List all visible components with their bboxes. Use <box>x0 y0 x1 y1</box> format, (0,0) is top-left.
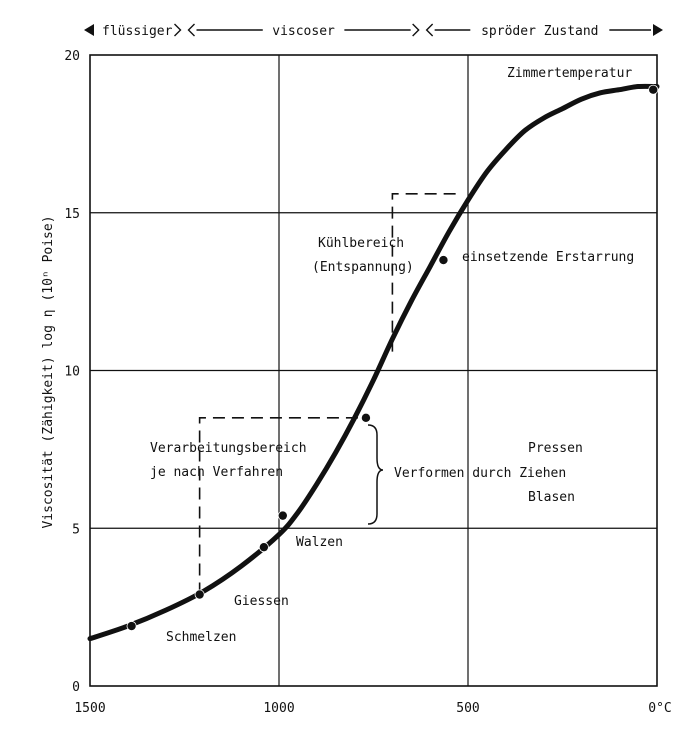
range-dashes <box>198 193 457 595</box>
state-label: viscoser <box>272 24 335 39</box>
plot-border <box>89 54 658 687</box>
y-tick-label: 20 <box>64 49 80 64</box>
state-separator <box>412 23 420 37</box>
y-tick-label: 15 <box>64 207 80 222</box>
annotation-pressen: Pressen <box>528 441 583 456</box>
y-tick-labels: 0 5 10 15 20 <box>64 49 80 695</box>
state-separator <box>425 23 434 37</box>
y-axis-label: Viscosität (Zähigkeit) log η (10ⁿ Poise) <box>41 215 56 528</box>
curve-marker <box>127 621 136 631</box>
annotation-zimmertemperatur: Zimmertemperatur <box>507 66 632 81</box>
state-separator <box>174 23 182 37</box>
y-tick-label: 5 <box>72 522 80 537</box>
annotation-blasen: Blasen <box>528 490 575 505</box>
x-tick-labels: 1500 1000 500 0°C <box>74 701 671 716</box>
curve-marker <box>361 413 371 423</box>
state-arrows: flüssiger viscoser spröder Zustand <box>84 23 663 39</box>
state-separator <box>187 23 195 37</box>
state-label: spröder Zustand <box>481 24 598 39</box>
state-label: flüssiger <box>102 24 173 39</box>
x-tick-label: 500 <box>456 701 479 716</box>
state-arrowhead-right <box>653 24 663 36</box>
kuehlbereich-range <box>391 193 457 352</box>
y-tick-label: 10 <box>64 365 80 380</box>
verformen-brace <box>367 424 384 525</box>
annotation-verformen: Verformen durch Ziehen <box>394 466 566 481</box>
x-tick-label: 1000 <box>263 701 294 716</box>
y-tick-label: 0 <box>72 680 80 695</box>
curve-marker <box>278 511 287 520</box>
x-tick-label: 0°C <box>648 701 671 716</box>
annotation-giessen: Giessen <box>234 594 289 609</box>
x-tick-label: 1500 <box>74 701 105 716</box>
annotation-kuehlbereich: Kühlbereich <box>318 236 404 251</box>
curve-marker <box>259 542 269 552</box>
viscosity-curve-line <box>87 83 660 642</box>
chart-grid <box>90 55 657 686</box>
annotation-je-nach-verfahren: je nach Verfahren <box>150 465 283 480</box>
annotation-entspannung: (Entspannung) <box>312 260 414 275</box>
viscosity-curve <box>87 83 660 642</box>
curve-marker <box>649 85 658 94</box>
curve-marker <box>195 590 204 599</box>
curve-marker <box>439 255 448 265</box>
annotation-walzen: Walzen <box>296 535 343 550</box>
curve-markers <box>126 84 659 632</box>
annotation-schmelzen: Schmelzen <box>166 630 236 645</box>
annotation-einsetzende-erstarrung: einsetzende Erstarrung <box>462 250 634 265</box>
plot-frame <box>89 54 658 687</box>
verarbeitungsbereich-range <box>198 417 366 595</box>
annotation-verarbeitungsbereich: Verarbeitungsbereich <box>150 441 307 456</box>
